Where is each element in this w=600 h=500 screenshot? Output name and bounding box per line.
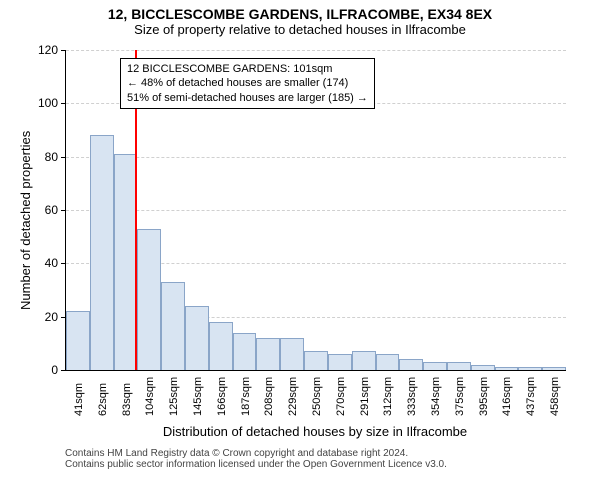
y-tick-label: 40 [30,256,58,270]
y-tick-mark [61,263,66,264]
y-tick-label: 20 [30,310,58,324]
y-tick-label: 120 [30,43,58,57]
histogram-bar [447,362,471,370]
x-tick-label: 416sqm [501,377,513,416]
histogram-bar [518,367,542,370]
gridline [66,50,566,51]
x-tick-label: 83sqm [121,383,133,416]
x-axis-label: Distribution of detached houses by size … [65,424,565,439]
annotation-line-2: ← 48% of detached houses are smaller (17… [127,76,368,90]
x-tick-label: 333sqm [406,377,418,416]
y-tick-label: 0 [30,363,58,377]
histogram-bar [399,359,423,370]
x-tick-label: 291sqm [359,377,371,416]
x-tick-label: 104sqm [144,377,156,416]
histogram-bar [542,367,566,370]
histogram-bar [328,354,352,370]
y-tick-mark [61,103,66,104]
histogram-bar [209,322,233,370]
annotation-box: 12 BICCLESCOMBE GARDENS: 101sqm ← 48% of… [120,58,375,109]
x-tick-label: 270sqm [335,377,347,416]
x-tick-label: 62sqm [97,383,109,416]
histogram-bar [280,338,304,370]
y-tick-mark [61,370,66,371]
x-tick-label: 145sqm [192,377,204,416]
x-tick-label: 312sqm [382,377,394,416]
histogram-bar [495,367,519,370]
histogram-bar [114,154,138,370]
chart-subtitle: Size of property relative to detached ho… [0,22,600,37]
footer-line-2: Contains public sector information licen… [65,459,447,470]
gridline [66,210,566,211]
x-tick-label: 354sqm [430,377,442,416]
histogram-bar [423,362,447,370]
x-tick-label: 458sqm [549,377,561,416]
title-block: 12, BICCLESCOMBE GARDENS, ILFRACOMBE, EX… [0,0,600,37]
x-tick-label: 250sqm [311,377,323,416]
histogram-bar [256,338,280,370]
histogram-bar [233,333,257,370]
y-tick-label: 80 [30,150,58,164]
histogram-bar [161,282,185,370]
y-tick-mark [61,157,66,158]
x-tick-label: 437sqm [525,377,537,416]
histogram-bar [137,229,161,370]
x-tick-label: 125sqm [168,377,180,416]
y-tick-mark [61,50,66,51]
x-tick-label: 208sqm [263,377,275,416]
x-tick-label: 166sqm [216,377,228,416]
x-tick-label: 41sqm [73,383,85,416]
y-tick-label: 100 [30,96,58,110]
histogram-bar [66,311,90,370]
annotation-line-3: 51% of semi-detached houses are larger (… [127,91,368,105]
histogram-bar [304,351,328,370]
y-tick-label: 60 [30,203,58,217]
annotation-line-1: 12 BICCLESCOMBE GARDENS: 101sqm [127,62,368,76]
histogram-bar [90,135,114,370]
gridline [66,157,566,158]
x-tick-label: 229sqm [287,377,299,416]
chart-title: 12, BICCLESCOMBE GARDENS, ILFRACOMBE, EX… [0,6,600,22]
histogram-bar [185,306,209,370]
histogram-bar [471,365,495,370]
y-tick-mark [61,210,66,211]
x-tick-label: 375sqm [454,377,466,416]
histogram-bar [376,354,400,370]
footer-line-1: Contains HM Land Registry data © Crown c… [65,448,447,459]
footer: Contains HM Land Registry data © Crown c… [65,448,447,470]
x-tick-label: 395sqm [478,377,490,416]
histogram-bar [352,351,376,370]
x-tick-label: 187sqm [240,377,252,416]
